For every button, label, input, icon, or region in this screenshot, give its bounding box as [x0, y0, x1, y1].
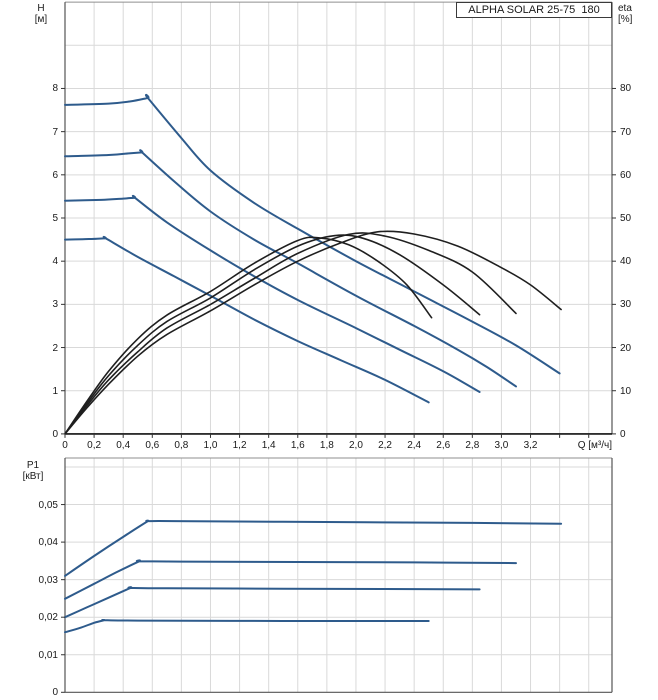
p1-tick-label: 0,03: [38, 574, 58, 586]
h-axis-unit-label: H [м]: [26, 3, 56, 25]
p1-axis-symbol: P1: [26, 460, 40, 471]
eta-axis-unit: [%]: [618, 14, 633, 25]
x-tick-label: 0,2: [87, 439, 102, 451]
title-box: ALPHA SOLAR 25-75 180: [456, 2, 612, 18]
p1-tick-label: 0,05: [38, 499, 58, 511]
x-tick-label: 1,4: [261, 439, 276, 451]
efficiency-curve-speed1: [64, 230, 562, 435]
tick-marks-layer: [61, 87, 616, 693]
p1-axis-unit-label: P1 [кВт]: [12, 460, 54, 482]
eta-tick-label: 30: [620, 299, 632, 311]
eta-tick-label: 20: [620, 342, 632, 354]
eta-tick-label: 10: [620, 385, 632, 397]
h-tick-label: 5: [52, 213, 58, 224]
head-curve-speed1: [64, 93, 561, 375]
head-curve-speed2: [64, 149, 517, 388]
efficiency-curve-speed3: [64, 234, 481, 435]
x-tick-label: 1,0: [203, 439, 218, 451]
p1-tick-label: 0,01: [38, 649, 58, 661]
p1-tick-label: 0,04: [38, 537, 58, 549]
h-axis-symbol: H: [37, 3, 45, 14]
x-tick-label: 2,2: [378, 439, 392, 451]
x-tick-label: 0,4: [116, 439, 131, 451]
curves-layer: [64, 93, 563, 634]
h-tick-label: 8: [52, 83, 58, 95]
x-tick-label: 2,6: [436, 439, 451, 451]
eta-tick-label: 80: [620, 83, 632, 95]
head-curve-speed4: [64, 235, 430, 404]
x-tick-label: 3,2: [523, 439, 538, 451]
x-tick-label: 0,8: [174, 439, 189, 451]
eta-axis-unit-label: eta [%]: [618, 3, 654, 25]
power-curve-speed2: [64, 559, 517, 600]
h-tick-label: 3: [52, 299, 58, 311]
h-tick-label: 6: [52, 169, 58, 181]
h-tick-label: 1: [52, 385, 58, 397]
power-curve-speed4: [64, 618, 430, 634]
power-curve-speed3: [64, 586, 481, 619]
x-tick-label: 0,6: [145, 439, 160, 451]
p1-tick-label: 0,02: [38, 612, 58, 624]
power-curve-speed1: [64, 519, 563, 577]
q-axis-unit-label: Q [м³/ч]: [577, 440, 612, 451]
x-tick-label: 2,4: [407, 439, 422, 451]
x-tick-label: 3,0: [494, 439, 509, 451]
p1-tick-label: 0: [52, 687, 58, 699]
eta-tick-label: 50: [620, 213, 632, 224]
x-tick-label: 1,6: [290, 439, 305, 451]
h-tick-label: 2: [52, 342, 58, 354]
x-tick-label: 2,0: [349, 439, 363, 451]
h-tick-label: 0: [52, 428, 58, 440]
h-tick-label: 4: [52, 256, 58, 268]
h-tick-label: 7: [52, 126, 58, 138]
eta-axis-symbol: eta: [618, 3, 632, 14]
x-tick-label: 2,8: [465, 439, 480, 451]
eta-tick-label: 70: [620, 126, 632, 138]
gridlines-layer: [65, 2, 612, 693]
h-axis-unit: [м]: [34, 14, 48, 25]
x-tick-label: 1,8: [319, 439, 334, 451]
eta-tick-label: 40: [620, 256, 632, 268]
x-tick-label: 1,2: [232, 439, 247, 451]
efficiency-curve-speed2: [64, 232, 517, 435]
x-tick-label: 0: [62, 439, 68, 451]
eta-tick-label: 0: [620, 428, 626, 440]
p1-axis-unit: [кВт]: [22, 471, 44, 482]
eta-tick-label: 60: [620, 169, 632, 181]
efficiency-curve-speed4: [64, 236, 433, 435]
head-curve-speed3: [64, 194, 481, 393]
